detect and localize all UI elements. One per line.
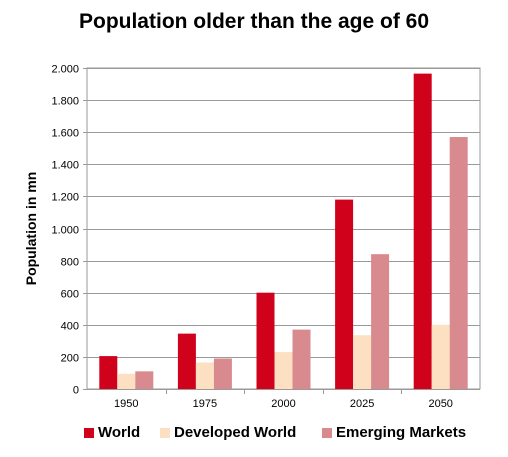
bar-emerging-markets-2025 [371,254,390,389]
y-tick-label: 600 [61,289,79,301]
legend-item-world: World [84,424,140,441]
bar-emerging-markets-1950 [135,371,154,389]
y-tick-label: 0 [73,385,79,397]
bar-world-2050 [413,73,432,390]
bar-emerging-markets-2050 [449,137,468,389]
x-tick-label: 1950 [114,398,138,410]
x-tick-label: 2050 [428,398,452,410]
y-tick-label: 1.800 [51,96,79,108]
bar-world-1975 [177,333,196,389]
bar-developed-world-2025 [353,335,372,389]
bar-world-2025 [335,199,354,389]
legend-item-developed-world: Developed World [160,424,296,441]
x-tick-label: 1975 [193,398,217,410]
bar-emerging-markets-1975 [213,358,232,389]
legend-label: World [98,424,141,441]
x-tick-label: 2025 [350,398,374,410]
y-tick-label: 2.000 [51,64,79,76]
chart-title: Population older than the age of 60 [78,10,430,33]
bar-developed-world-1950 [117,373,136,389]
legend-swatch [322,427,332,438]
y-tick-label: 1.000 [51,225,79,237]
y-tick-label: 1.600 [51,128,79,140]
legend-label: Emerging Markets [336,424,467,441]
bar-world-1950 [99,356,118,389]
legend-label: Developed World [174,424,297,441]
bar-developed-world-2000 [274,352,293,389]
legend-item-emerging-markets: Emerging Markets [322,424,466,441]
legend-swatch [84,427,94,438]
y-tick-label: 200 [61,353,79,365]
y-axis-title: Population in mn [23,172,39,286]
bar-developed-world-2050 [431,324,450,389]
legend: World Developed World Emerging Markets [0,424,508,444]
y-tick-label: 1.400 [51,160,79,172]
legend-swatch [160,427,170,438]
bar-world-2000 [256,292,275,389]
y-tick-label: 400 [61,321,79,333]
bar-emerging-markets-2000 [292,329,311,389]
y-tick-label: 800 [61,257,79,269]
x-tick-label: 2000 [271,398,295,410]
y-tick-label: 1.200 [51,192,79,204]
bar-developed-world-1975 [195,362,214,389]
